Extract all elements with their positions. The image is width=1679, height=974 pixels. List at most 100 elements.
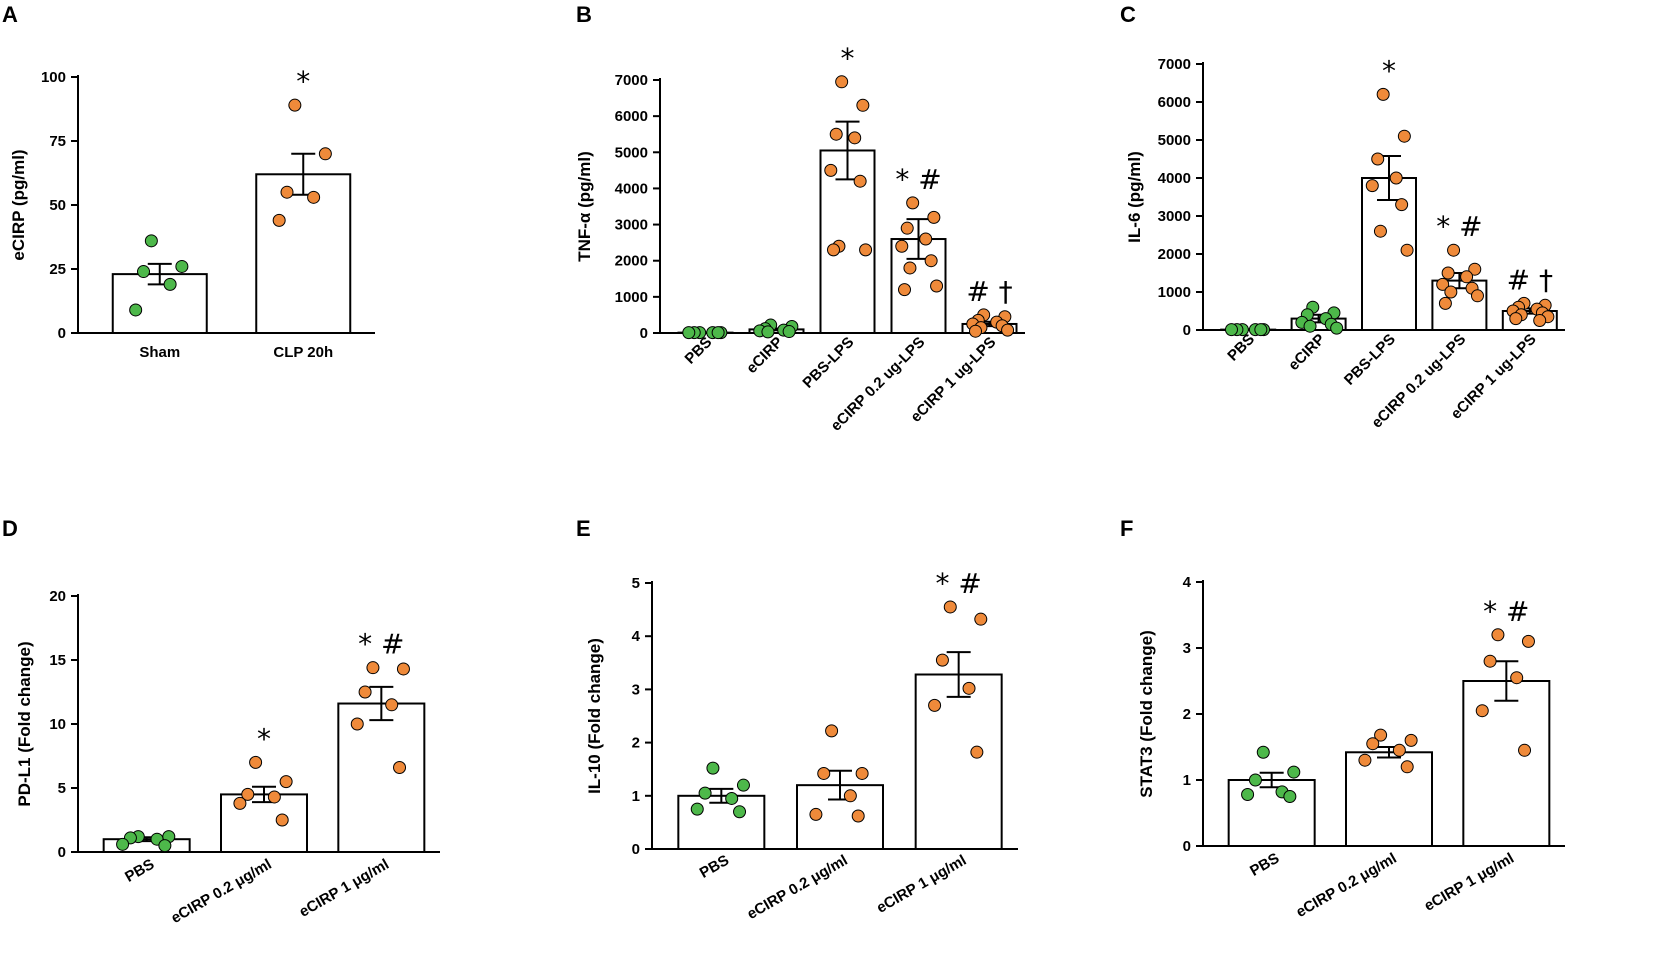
data-point [825,724,839,738]
data-point [1521,634,1535,648]
data-point [736,778,750,792]
bar [914,673,1003,851]
data-point [366,661,380,675]
bar [255,173,352,334]
panel-letter-e: E [576,516,591,541]
panel-f-chart: 0 1 2 3 4 STAT3 (Fold change) PBS eCIRP 0.2 μg/… [1137,574,1565,921]
data-point [275,813,289,827]
y-tick-label: 3000 [1158,208,1191,225]
data-point [163,277,177,291]
y-tick-label: 5 [632,575,640,592]
data-point [280,185,294,199]
data-point [1224,323,1238,337]
data-point [1283,790,1297,803]
y-tick-label: 10 [49,716,66,733]
data-point [272,213,286,227]
data-point [690,802,704,816]
y-tick-label: 2 [632,735,640,752]
data-point [970,745,984,759]
y-tick-label: 0 [1183,322,1191,339]
y-tick-label: 1 [1183,772,1191,789]
data-point [1483,654,1497,668]
y-tick-label: 25 [49,261,66,278]
category-label: eCIRP 1 μg/ml [296,856,392,921]
data-point [1241,788,1255,802]
data-point [267,790,281,804]
data-point [1366,737,1380,751]
bar [1227,779,1316,847]
data-point [1287,765,1301,779]
data-point [1254,323,1268,337]
data-point [848,131,862,145]
data-point [761,325,775,339]
significance-label: * [841,42,855,75]
data-point [1397,129,1411,143]
y-tick-label: 0 [58,325,66,342]
data-point [1441,266,1455,280]
y-tick-label: 2000 [1158,246,1191,263]
data-point [930,279,944,293]
data-point [1256,745,1270,759]
data-point [1248,773,1262,787]
significance-label: * # [895,163,941,196]
data-point [711,326,725,340]
y-axis-title: PD-L1 (Fold change) [15,641,34,806]
significance-label: * [1382,54,1396,87]
data-point [1470,289,1484,303]
panel-letter-f: F [1120,516,1133,541]
data-point [706,761,720,775]
bar [677,794,766,850]
y-tick-label: 50 [49,197,66,214]
data-point [809,807,823,821]
data-point [924,254,938,268]
panel-d-chart: 0 5 10 15 20 PD-L1 (Fold change) PBS * eCIRP 0.2… [15,588,440,927]
category-label: PBS [682,334,716,368]
y-axis-title: STAT3 (Fold change) [1137,630,1156,797]
y-tick-label: 0 [1183,838,1191,855]
data-point [829,127,843,141]
data-point [318,147,332,161]
panel-letter-a: A [2,2,18,27]
y-tick-label: 5000 [615,144,648,161]
y-tick-label: 4000 [1158,170,1191,187]
data-point [129,303,143,317]
data-point [385,698,399,712]
data-point [943,600,957,614]
significance-label: # † [966,275,1012,308]
significance-label: * # [1483,595,1529,628]
y-tick-label: 5000 [1158,132,1191,149]
data-point [1330,321,1344,335]
data-point [725,791,739,805]
y-tick-label: 6000 [1158,94,1191,111]
y-axis-title: TNF-α (pg/ml) [575,151,594,262]
category-label: PBS-LPS [799,334,857,392]
data-point [1303,319,1317,333]
y-tick-label: 7000 [1158,56,1191,73]
panel-c-chart: 0 1000 2000 3000 4000 5000 6000 7000 IL-6 (pg/ml… [1125,54,1565,432]
category-label: PBS [122,856,157,886]
data-point [895,239,909,253]
data-point [393,761,407,775]
significance-label: * # [358,628,404,661]
data-point [903,261,917,275]
y-tick-label: 3 [1183,640,1191,657]
data-point [1001,323,1015,337]
category-label: eCIRP 1 μg/ml [874,852,970,917]
data-point [1400,243,1414,257]
data-point [900,221,914,235]
y-tick-label: 1 [632,788,640,805]
data-point [1491,628,1505,642]
data-point [824,163,838,177]
y-tick-label: 15 [49,652,66,669]
data-point [175,259,189,273]
data-point [1392,743,1406,757]
category-label: eCIRP [1285,331,1328,374]
data-point [1400,760,1414,774]
y-tick-label: 20 [49,588,66,605]
data-point [1404,733,1418,747]
data-point [928,698,942,712]
data-point [1460,270,1474,284]
data-point [1518,743,1532,757]
y-tick-label: 1000 [1158,284,1191,301]
